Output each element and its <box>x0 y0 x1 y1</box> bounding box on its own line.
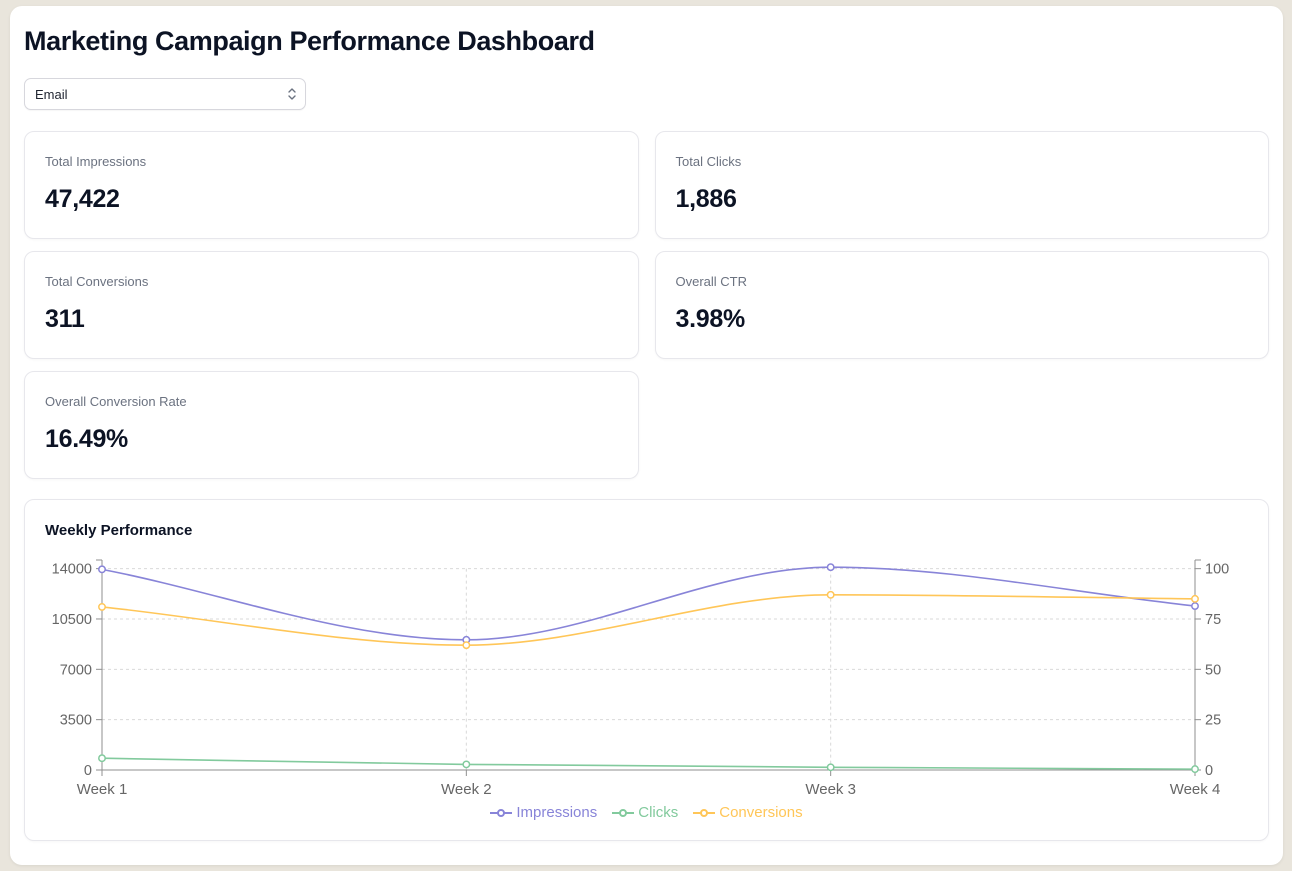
data-point-clicks <box>826 763 835 772</box>
legend-label: Conversions <box>719 804 803 822</box>
stat-value: 1,886 <box>675 185 737 214</box>
data-point-conversions <box>826 591 835 600</box>
data-point-impressions <box>1191 602 1199 611</box>
weekly-performance-chart: 0 3500 7000 10500 14000 0 25 50 75 100 Week 1 Week … <box>52 559 1229 798</box>
series-line-conversions <box>101 594 1196 647</box>
legend-item-clicks[interactable]: Clicks <box>612 804 678 821</box>
stat-value: 47,422 <box>45 185 120 214</box>
chart-title: Weekly Performance <box>45 522 193 540</box>
y-axis-right-tick-label: 0 <box>1205 763 1213 779</box>
x-axis-week-label: Week 3 <box>805 781 856 798</box>
legend-label: Impressions <box>516 804 598 822</box>
legend-line-icon <box>490 808 513 817</box>
data-point-clicks <box>1191 765 1199 774</box>
series-line-impressions <box>101 566 1196 641</box>
y-axis-left-tick-label: 7000 <box>60 663 92 679</box>
campaign-select[interactable]: Email <box>24 78 306 111</box>
legend-label: Clicks <box>638 804 679 822</box>
stat-label: Total Clicks <box>675 154 742 170</box>
stat-value: 16.49% <box>45 425 128 454</box>
stats-grid: Total Impressions 47,422 Total Clicks 1,886… <box>24 131 1269 480</box>
stat-label: Total Conversions <box>45 274 149 290</box>
data-point-impressions <box>98 565 106 574</box>
chart-card: Weekly Performance 0 3500 7000 10500 14000 0 2… <box>24 499 1269 842</box>
chart-legend: Impressions Clicks Conversions <box>25 804 1268 821</box>
campaign-filter: Email <box>24 78 306 111</box>
legend-item-conversions[interactable]: Conversions <box>693 804 803 822</box>
stat-value: 311 <box>45 305 85 334</box>
stat-value: 3.98% <box>675 305 746 334</box>
x-axis-week-label: Week 4 <box>1170 781 1221 798</box>
stat-card: Total Impressions 47,422 <box>24 131 639 240</box>
y-axis-right-tick-label: 50 <box>1205 663 1221 679</box>
y-axis-left-tick-label: 0 <box>84 763 92 779</box>
data-point-clicks <box>462 760 471 769</box>
stat-label: Overall Conversion Rate <box>45 394 187 410</box>
legend-item-impressions[interactable]: Impressions <box>490 804 597 821</box>
y-axis-right-tick-label: 100 <box>1205 562 1229 578</box>
stat-card: Total Conversions 311 <box>24 251 639 360</box>
data-point-conversions <box>1191 595 1199 604</box>
y-axis-right-tick-label: 75 <box>1205 612 1221 628</box>
page-title: Marketing Campaign Performance Dashboard <box>24 26 595 56</box>
y-axis-left-tick-label: 3500 <box>60 713 92 729</box>
y-axis-left-tick-label: 14000 <box>52 562 92 578</box>
data-point-conversions <box>98 603 106 612</box>
stat-card: Overall CTR 3.98% <box>654 251 1269 360</box>
data-point-clicks <box>98 754 106 763</box>
stat-card: Overall Conversion Rate 16.49% <box>24 371 639 480</box>
stat-label: Overall CTR <box>675 274 748 290</box>
stat-label: Total Impressions <box>45 154 147 170</box>
data-point-impressions <box>826 563 835 572</box>
x-axis-week-label: Week 2 <box>441 781 492 798</box>
main-panel: Marketing Campaign Performance Dashboard… <box>10 6 1283 865</box>
legend-line-icon <box>693 808 716 817</box>
legend-line-icon <box>612 808 635 817</box>
data-point-conversions <box>462 641 471 650</box>
y-axis-left-tick-label: 10500 <box>52 612 92 628</box>
y-axis-right-tick-label: 25 <box>1205 713 1221 729</box>
x-axis-week-label: Week 1 <box>77 781 128 798</box>
series-line-clicks <box>101 757 1196 771</box>
stat-card: Total Clicks 1,886 <box>654 131 1269 240</box>
